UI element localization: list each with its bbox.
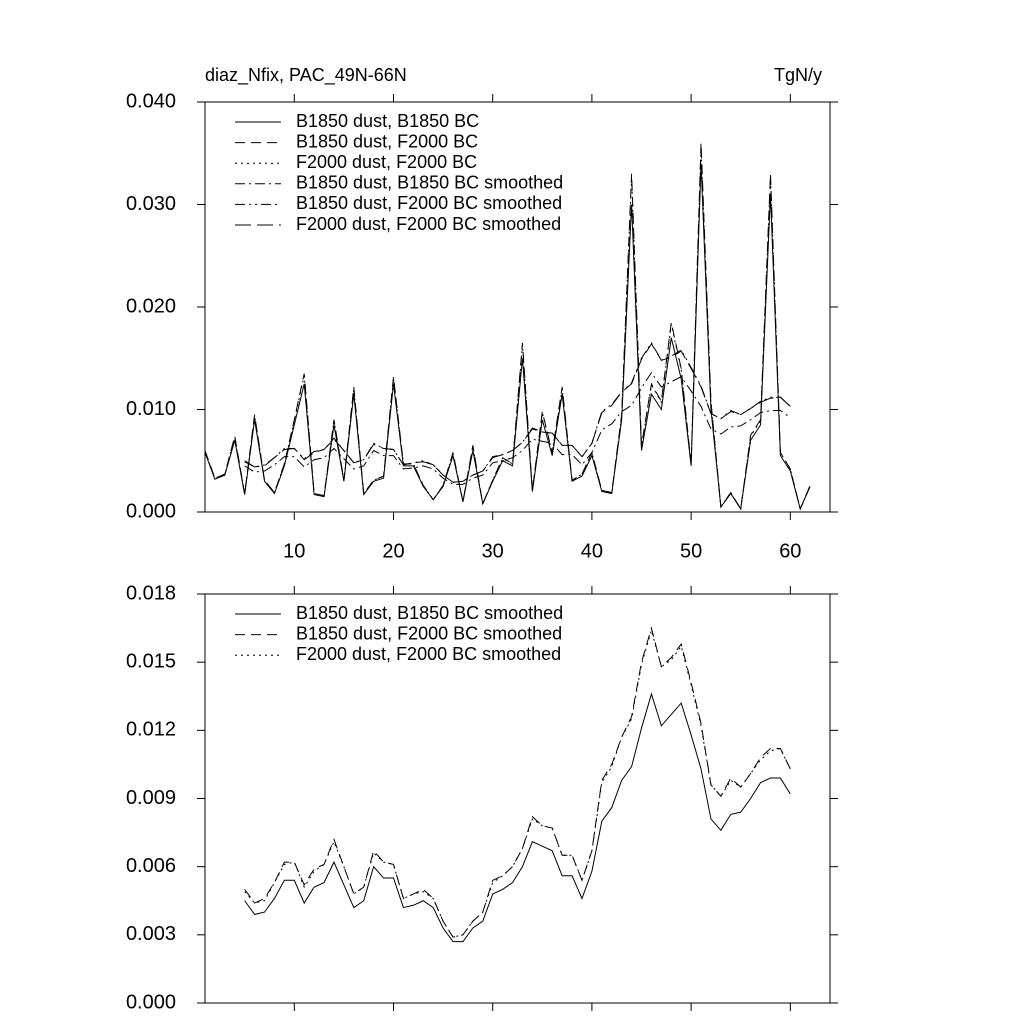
legend-label: B1850 dust, F2000 BC: [296, 131, 478, 151]
x-tick-label: 60: [779, 540, 801, 562]
y-tick-label: 0.020: [126, 295, 176, 317]
legend-label: F2000 dust, F2000 BC smoothed: [296, 644, 561, 664]
series-line: [244, 628, 791, 938]
chart-title: diaz_Nfix, PAC_49N-66N: [205, 65, 407, 86]
x-tick-label: 40: [581, 540, 603, 562]
series-line: [244, 371, 791, 485]
y-tick-label: 0.010: [126, 398, 176, 420]
series-line: [244, 692, 791, 943]
y-tick-label: 0.018: [126, 582, 176, 604]
series-line: [244, 626, 791, 938]
units-label: TgN/y: [774, 65, 822, 85]
y-tick-label: 0.003: [126, 923, 176, 945]
x-tick-label: 20: [382, 540, 404, 562]
legend-label: B1850 dust, B1850 BC smoothed: [296, 173, 563, 193]
axes: diaz_Nfix, PAC_49N-66N TgN/y 0.000 0.010 0.0…: [126, 65, 838, 562]
y-tick-label: 0.000: [126, 500, 176, 522]
series-line: [204, 163, 811, 511]
y-tick-label: 0.009: [126, 787, 176, 809]
legend-label: B1850 dust, B1850 BC smoothed: [296, 603, 563, 623]
legend-label: F2000 dust, F2000 BC: [296, 152, 477, 172]
x-tick-label: 50: [680, 540, 702, 562]
y-tick-label: 0.000: [126, 991, 176, 1013]
legend-label: B1850 dust, B1850 BC: [296, 111, 479, 131]
legend-label: F2000 dust, F2000 BC smoothed: [296, 214, 561, 234]
legend-label: B1850 dust, F2000 BC smoothed: [296, 623, 562, 643]
series-line: [244, 342, 791, 483]
y-tick-label: 0.006: [126, 855, 176, 877]
y-tick-label: 0.030: [126, 193, 176, 215]
y-tick-label: 0.015: [126, 650, 176, 672]
legend-label: B1850 dust, F2000 BC smoothed: [296, 193, 562, 213]
x-tick-label: 30: [482, 540, 504, 562]
y-tick-label: 0.012: [126, 719, 176, 741]
y-tick-label: 0.040: [126, 90, 176, 112]
axes: 0.000 0.003 0.006 0.009 0.012 0.015 0.018: [126, 582, 838, 1013]
x-tick-label: 10: [283, 540, 305, 562]
